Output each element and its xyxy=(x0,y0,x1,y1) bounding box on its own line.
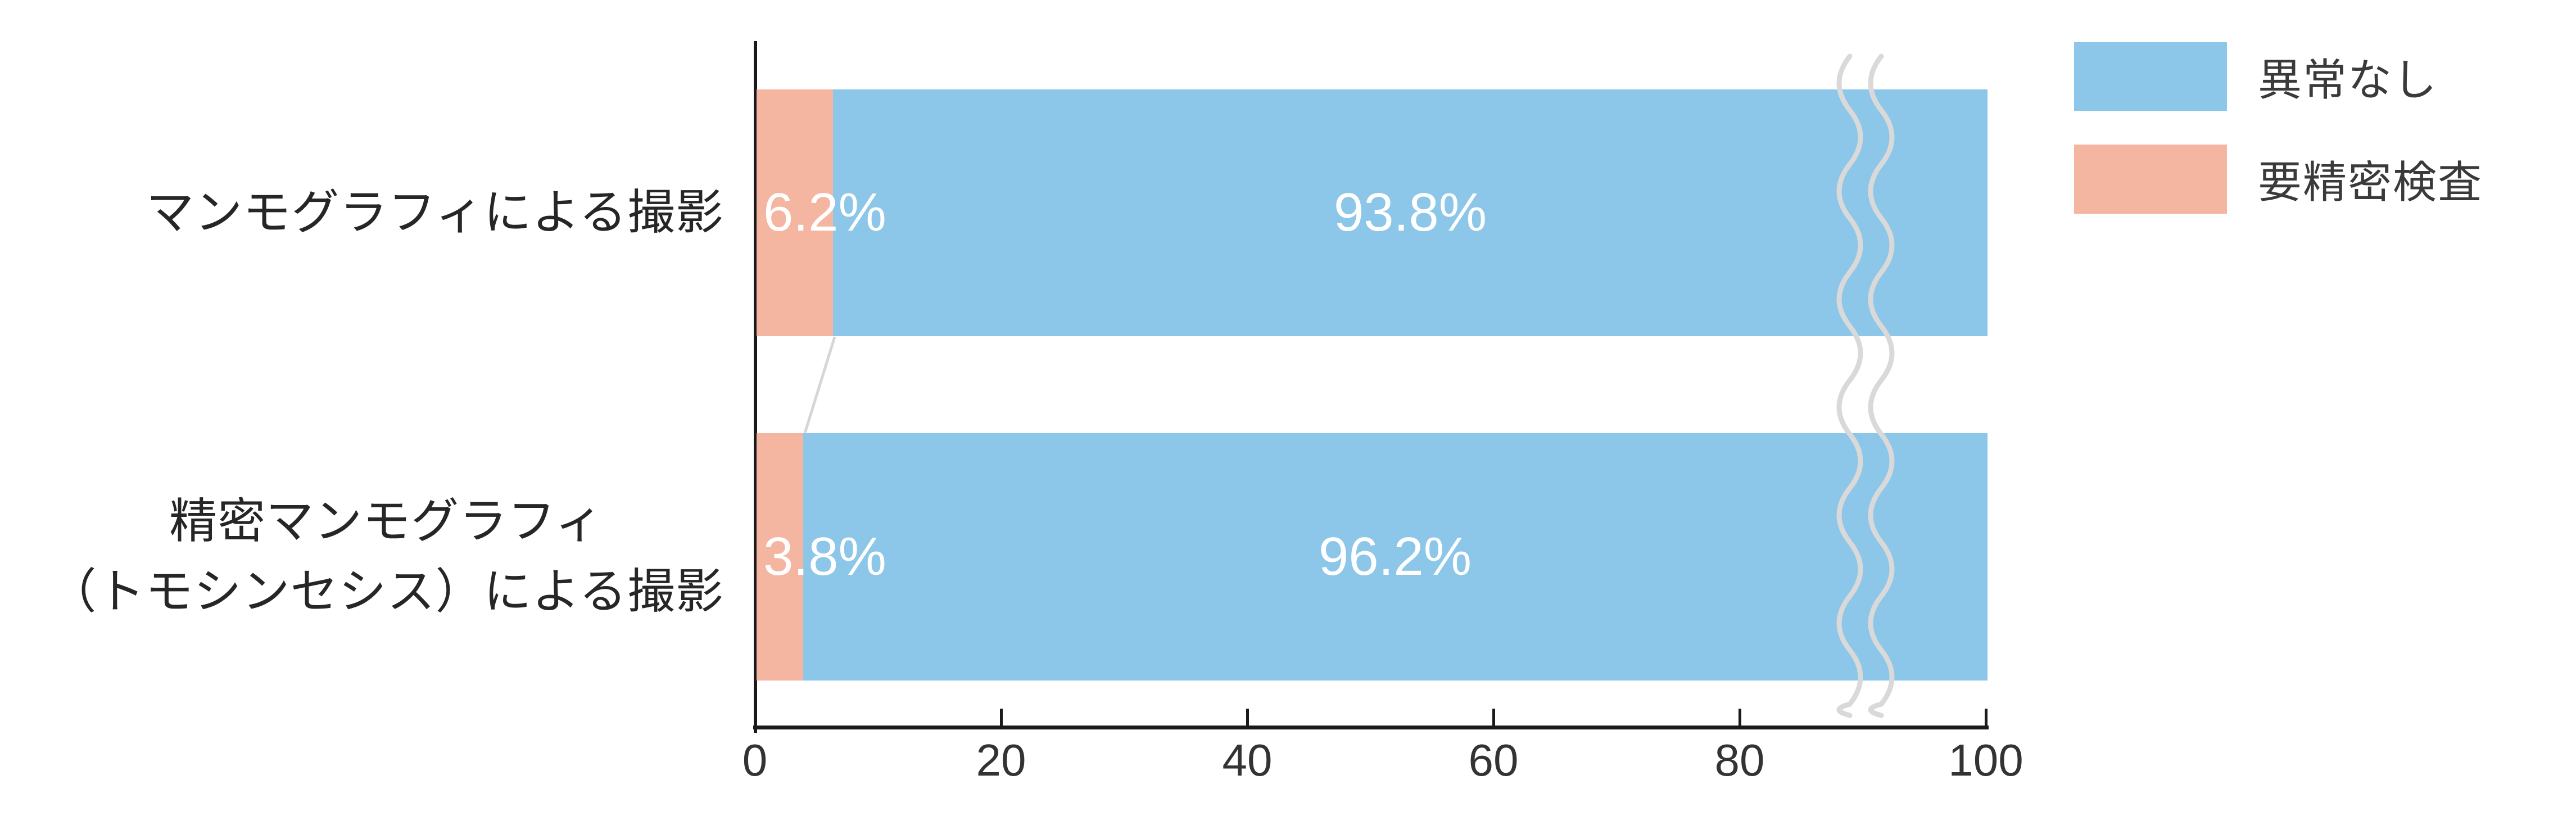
legend-swatch-normal xyxy=(2074,42,2227,111)
x-axis-line xyxy=(753,726,1989,729)
bar2-minor-value-label: 3.8% xyxy=(763,526,886,587)
x-tick-20 xyxy=(1000,709,1003,726)
category-label-row1-line1: マンモグラフィによる撮影 xyxy=(146,186,724,240)
legend-label-followup: 要精密検査 xyxy=(2258,157,2483,207)
x-tick-label-0: 0 xyxy=(742,735,768,785)
bar1-segment-followup xyxy=(757,89,833,336)
category-label-row2-line2: （トモシンセシス）による撮影 xyxy=(48,565,724,619)
bar-row-tomosynthesis: 3.8% 96.2% xyxy=(757,433,1988,681)
x-tick-60 xyxy=(1492,709,1495,726)
x-tick-80 xyxy=(1739,709,1741,726)
bar1-segment-normal xyxy=(833,89,1988,336)
x-tick-label-80: 80 xyxy=(1714,735,1765,785)
bar-row-mammography: 6.2% 93.8% xyxy=(757,89,1988,336)
bar2-segment-followup xyxy=(757,433,803,681)
bar2-major-value-label: 96.2% xyxy=(1318,526,1472,587)
x-tick-label-40: 40 xyxy=(1222,735,1273,785)
category-label-row2-line1: 精密マンモグラフィ xyxy=(169,495,604,548)
legend-label-normal: 異常なし xyxy=(2258,55,2438,105)
bar1-minor-value-label: 6.2% xyxy=(763,182,886,242)
x-tick-label-60: 60 xyxy=(1468,735,1519,785)
x-tick-100 xyxy=(1985,709,1988,726)
bar2-segment-normal xyxy=(803,433,1988,681)
legend-swatch-followup xyxy=(2074,145,2227,214)
y-axis-line xyxy=(754,41,757,733)
bar1-major-value-label: 93.8% xyxy=(1333,182,1487,242)
category-label-row1: マンモグラフィによる撮影 xyxy=(0,178,724,248)
x-tick-label-20: 20 xyxy=(976,735,1026,785)
x-tick-40 xyxy=(1246,709,1249,726)
segment-connector-line xyxy=(803,336,836,434)
category-label-row2: 精密マンモグラフィ （トモシンセシス）による撮影 xyxy=(0,486,724,627)
x-tick-label-100: 100 xyxy=(1948,735,2023,785)
category-label-row2-block: 精密マンモグラフィ （トモシンセシス）による撮影 xyxy=(49,486,724,627)
